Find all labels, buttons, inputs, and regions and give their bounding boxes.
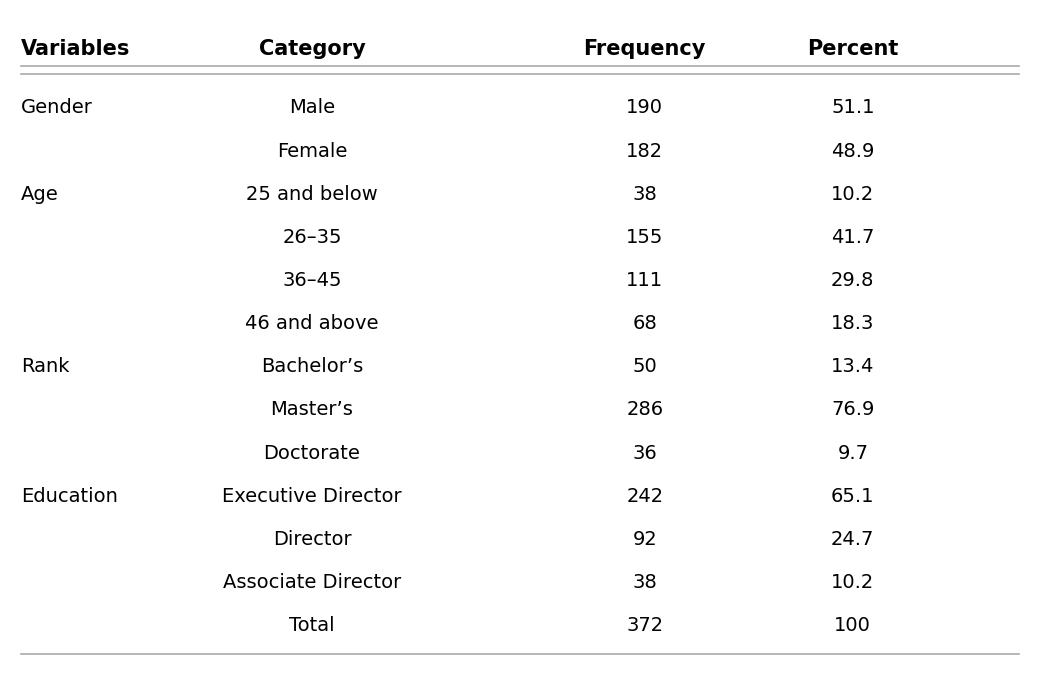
Text: 182: 182 [626,141,664,161]
Text: 68: 68 [632,314,657,333]
Text: 190: 190 [626,98,664,118]
Text: Gender: Gender [21,98,93,118]
Text: 38: 38 [632,573,657,592]
Text: Category: Category [259,39,365,58]
Text: 29.8: 29.8 [831,271,875,290]
Text: Bachelor’s: Bachelor’s [261,357,363,377]
Text: 242: 242 [626,487,664,506]
Text: 286: 286 [626,400,664,420]
Text: 155: 155 [626,228,664,247]
Text: Female: Female [277,141,347,161]
Text: 26–35: 26–35 [282,228,342,247]
Text: Total: Total [289,616,335,635]
Text: Percent: Percent [807,39,899,58]
Text: 38: 38 [632,184,657,204]
Text: 25 and below: 25 and below [246,184,378,204]
Text: 13.4: 13.4 [831,357,875,377]
Text: 36: 36 [632,443,657,463]
Text: 51.1: 51.1 [831,98,875,118]
Text: 76.9: 76.9 [831,400,875,420]
Text: Frequency: Frequency [583,39,706,58]
Text: 65.1: 65.1 [831,487,875,506]
Text: Master’s: Master’s [270,400,354,420]
Text: Variables: Variables [21,39,130,58]
Text: 92: 92 [632,530,657,549]
Text: 9.7: 9.7 [837,443,868,463]
Text: 46 and above: 46 and above [245,314,379,333]
Text: Director: Director [272,530,352,549]
Text: Age: Age [21,184,58,204]
Text: 100: 100 [834,616,872,635]
Text: Male: Male [289,98,335,118]
Text: 24.7: 24.7 [831,530,875,549]
Text: Associate Director: Associate Director [223,573,401,592]
Text: Education: Education [21,487,118,506]
Text: 41.7: 41.7 [831,228,875,247]
Text: 36–45: 36–45 [282,271,342,290]
Text: Executive Director: Executive Director [223,487,401,506]
Text: 18.3: 18.3 [831,314,875,333]
Text: 372: 372 [626,616,664,635]
Text: Doctorate: Doctorate [263,443,361,463]
Text: 48.9: 48.9 [831,141,875,161]
Text: Rank: Rank [21,357,70,377]
Text: 50: 50 [632,357,657,377]
Text: 10.2: 10.2 [831,184,875,204]
Text: 10.2: 10.2 [831,573,875,592]
Text: 111: 111 [626,271,664,290]
